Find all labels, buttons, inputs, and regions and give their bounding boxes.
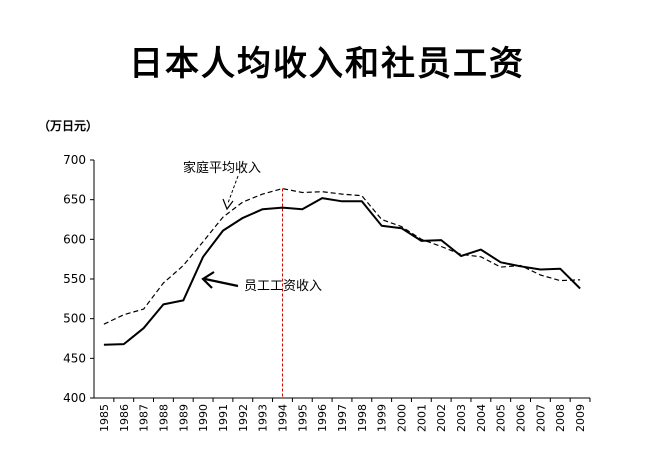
y-tick-label: 600 [63,232,86,246]
x-tick-label: 2003 [455,404,468,432]
x-tick-label: 1988 [157,404,170,432]
y-tick-label: 650 [63,193,86,207]
x-tick-label: 1987 [138,404,151,432]
x-tick-label: 1994 [276,404,289,432]
x-tick-label: 2007 [534,404,547,432]
x-tick-label: 2000 [396,404,409,432]
annotation-employee-wage: 员工工资收入 [244,279,322,294]
y-tick-label: 400 [63,391,86,405]
x-tick-label: 1997 [336,404,349,432]
series-line-employee-wage [103,197,581,346]
chart-title: 日本人均收入和社员工资 [129,44,525,84]
x-tick-label: 2008 [554,404,567,432]
x-tick-label: 2002 [435,404,448,432]
annotation-arrow-wage [204,277,239,288]
y-tick-label: 450 [63,351,86,365]
y-tick-label: 500 [63,312,86,326]
x-tick-label: 1986 [118,404,131,432]
x-tick-label: 1991 [217,404,230,432]
x-tick-label: 1985 [98,404,111,432]
annotation-arrowhead-wage [201,271,215,289]
y-tick-label: 700 [63,153,86,167]
x-tick-label: 1990 [197,404,210,432]
x-tick-label: 2006 [515,404,528,432]
x-tick-label: 1993 [257,404,270,432]
annotation-arrowhead-household [222,198,234,211]
x-tick-label: 1999 [376,404,389,432]
x-tick-label: 1998 [356,404,369,432]
y-tick-label: 550 [63,272,86,286]
x-tick-label: 2001 [415,404,428,432]
x-tick-label: 1989 [177,404,190,432]
annotation-household-income: 家庭平均收入 [183,160,261,176]
y-axis-unit-label: （万日元） [38,119,99,133]
x-tick-label: 2005 [495,404,508,432]
x-tick-label: 1995 [296,404,309,432]
annotation-arrow-household [227,175,239,204]
series-line-household-income [103,188,581,325]
x-tick-label: 1996 [316,404,329,432]
x-tick-label: 1992 [237,404,250,432]
x-tick-label: 2004 [475,404,488,432]
x-tick-label: 2009 [574,404,587,432]
